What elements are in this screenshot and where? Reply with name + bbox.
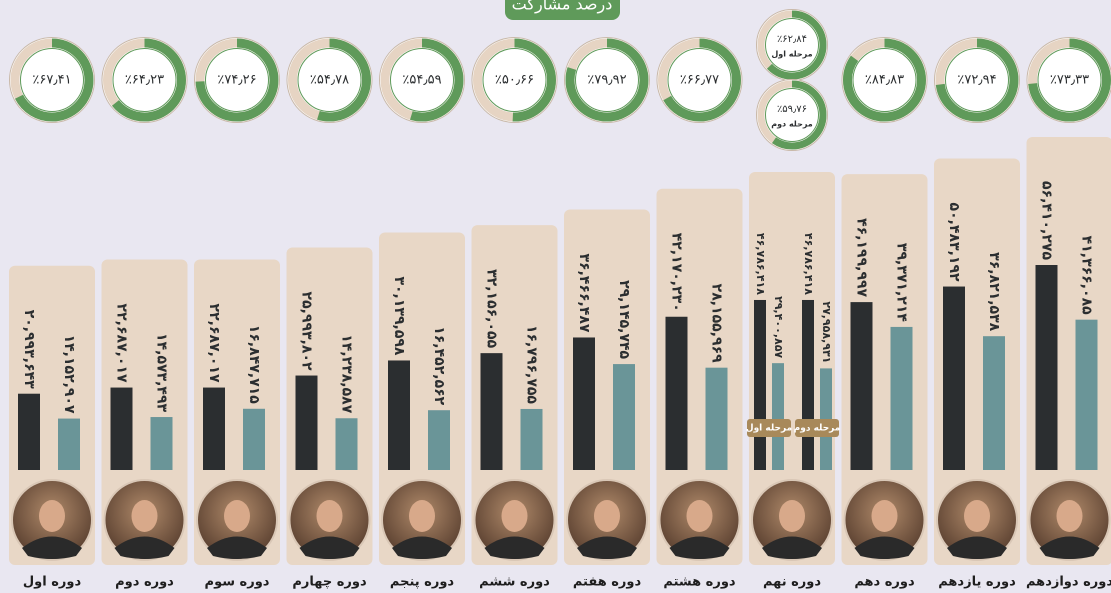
donut-center [766,89,819,142]
value-label: ۱۶,۷۹۶,۷۵۵ [524,325,540,404]
chart: درصد مشارکت ۲۰,۹۹۳,۶۴۳ ۱۴,۱۵۲,۹۰۷ ٪۶۷٫۴۱ دو… [0,0,1111,593]
value-label: ۲۹,۴۰۰,۸۵۷ [772,296,785,358]
period-label: دوره هفتم [573,575,642,590]
value-label: ۳۶,۸۲۱,۵۳۸ [986,252,1002,331]
bar-eligible [666,317,688,470]
value-label: ۳۹,۳۷۱,۲۱۴ [894,243,910,322]
turnout-round-label: مرحله اول [771,50,812,59]
turnout-label: ٪۶۶٫۷۷ [680,73,719,88]
period-label: دوره ششم [479,575,550,590]
portrait-face [502,500,528,532]
turnout-label: ٪۵۹٫۷۶ [777,104,807,115]
period-label: دوره نهم [763,575,821,590]
period-label: دوره سوم [205,575,270,590]
bar-votes [58,419,80,470]
bar-eligible [111,388,133,470]
turnout-label: ٪۶۷٫۴۱ [32,73,71,88]
bar-votes [243,409,265,470]
bar-votes [772,363,784,470]
round-label: مرحله دوم [794,424,841,434]
bar-eligible [851,302,873,470]
value-label: ۴۱,۳۶۶,۰۸۵ [1079,236,1095,315]
portrait-face [409,500,435,532]
portrait-face [687,500,713,532]
value-label: ۳۰,۱۳۹,۵۹۸ [391,276,407,355]
value-label: ۳۶,۴۶۶,۴۸۷ [576,253,592,332]
turnout-label: ٪۶۲٫۸۴ [777,34,807,45]
period-label: دوره دهم [854,575,915,590]
period-label: دوره اول [23,575,82,590]
portrait-face [964,500,990,532]
chart-title: درصد مشارکت [512,0,613,15]
value-label: ۲۸,۱۵۵,۹۶۹ [709,284,725,363]
bar-votes [706,368,728,470]
portrait-face [132,500,158,532]
period-label: دوره دوازدهم [1026,575,1111,590]
bar-votes [428,410,450,470]
bar-eligible [388,360,410,470]
bar-eligible [203,388,225,470]
page: درصد مشارکت ۲۰,۹۹۳,۶۴۳ ۱۴,۱۵۲,۹۰۷ ٪۶۷٫۴۱ دو… [0,0,1111,593]
turnout-label: ٪۷۳٫۳۳ [1050,73,1089,88]
portrait-face [317,500,343,532]
value-label: ۴۶,۷۸۶,۴۱۸ [754,233,767,295]
bar-votes [521,409,543,470]
bar-votes [613,364,635,470]
period-label: دوره هشتم [663,575,736,590]
portrait-face [1057,500,1083,532]
value-label: ۱۴,۲۳۸,۵۸۷ [339,334,355,413]
value-label: ۲۰,۹۹۳,۶۴۳ [21,310,37,389]
bar-eligible [754,300,766,470]
turnout-label: ٪۵۴٫۷۸ [310,73,349,88]
portrait-face [872,500,898,532]
bar-eligible [943,287,965,470]
value-label: ۴۶,۷۸۶,۴۱۸ [802,233,815,295]
bar-eligible [481,353,503,470]
bar-eligible [1036,265,1058,470]
period-label: دوره پنجم [390,575,455,590]
portrait-face [594,500,620,532]
value-label: ۴۶,۱۹۹,۹۹۷ [854,218,870,297]
value-label: ۱۶,۸۴۷,۷۱۵ [246,325,262,404]
value-label: ۲۷,۹۵۸,۹۳۱ [820,301,833,363]
bar-eligible [573,337,595,470]
bar-votes [151,417,173,470]
turnout-label: ٪۵۴٫۵۹ [402,73,441,88]
value-label: ۲۹,۱۴۵,۷۴۵ [616,280,632,359]
value-label: ۱۴,۵۷۳,۴۹۳ [154,333,170,412]
value-label: ۱۶,۴۵۲,۵۶۲ [431,326,447,405]
value-label: ۴۲,۱۷۰,۲۳۰ [669,233,685,312]
period-label: دوره چهارم [292,575,367,590]
turnout-label: ٪۷۲٫۹۴ [957,73,996,88]
value-label: ۵۶,۴۱۰,۲۷۵ [1039,181,1055,260]
value-label: ۲۵,۹۹۳,۸۰۲ [299,292,315,371]
bar-eligible [296,376,318,470]
period-label: دوره دوم [115,575,174,590]
turnout-round-label: مرحله دوم [771,120,813,129]
portrait-face [224,500,250,532]
value-label: ۲۲,۶۸۷,۰۱۷ [114,304,130,383]
turnout-label: ٪۷۹٫۹۲ [587,73,626,88]
value-label: ۲۲,۶۸۷,۰۱۷ [206,304,222,383]
donut-center [766,19,819,72]
value-label: ۱۴,۱۵۲,۹۰۷ [61,335,77,414]
turnout-label: ٪۵۰٫۶۶ [495,73,534,88]
bar-eligible [802,300,814,470]
turnout-label: ٪۶۴٫۲۳ [125,73,164,88]
bar-votes [336,418,358,470]
value-label: ۳۲,۱۵۶,۰۵۵ [484,269,500,348]
round-label: مرحله اول [746,424,792,434]
bar-eligible [18,394,40,470]
bar-votes [983,336,1005,470]
value-label: ۵۰,۴۸۳,۱۹۲ [946,203,962,282]
portrait-face [39,500,65,532]
portrait-face [779,500,805,532]
turnout-label: ٪۷۴٫۲۶ [217,73,256,88]
turnout-label: ٪۸۴٫۸۳ [865,73,904,88]
period-label: دوره یازدهم [938,575,1016,590]
bar-votes [1076,320,1098,470]
bar-votes [891,327,913,470]
